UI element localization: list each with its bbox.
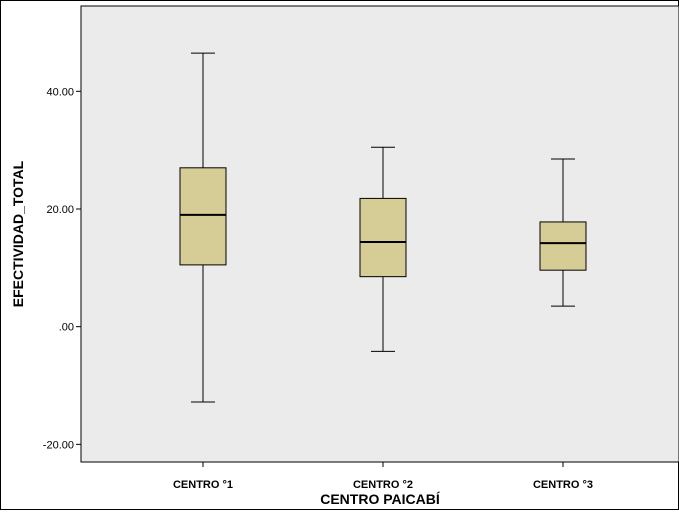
box-group	[539, 158, 587, 307]
y-tick-label: -20.00	[43, 439, 74, 451]
y-axis-title: EFECTIVIDAD_TOTAL	[10, 160, 26, 307]
x-axis-title: CENTRO PAICABÍ	[320, 491, 441, 507]
boxes	[179, 52, 587, 403]
y-tick-label: 20.00	[46, 204, 74, 216]
iqr-box	[539, 221, 587, 271]
iqr-box	[179, 167, 227, 266]
box-group	[179, 52, 227, 403]
box-group	[359, 146, 407, 352]
y-axis: 40.00 20.00 .00 -20.00	[43, 86, 81, 451]
x-tick-label: CENTRO °3	[533, 479, 593, 491]
iqr-box	[359, 197, 407, 278]
y-tick-label: 40.00	[46, 86, 74, 98]
x-tick-label: CENTRO °2	[353, 479, 413, 491]
y-tick-label: .00	[59, 322, 74, 334]
x-tick-label: CENTRO °1	[173, 479, 233, 491]
x-axis: CENTRO °1 CENTRO °2 CENTRO °3	[173, 462, 593, 491]
